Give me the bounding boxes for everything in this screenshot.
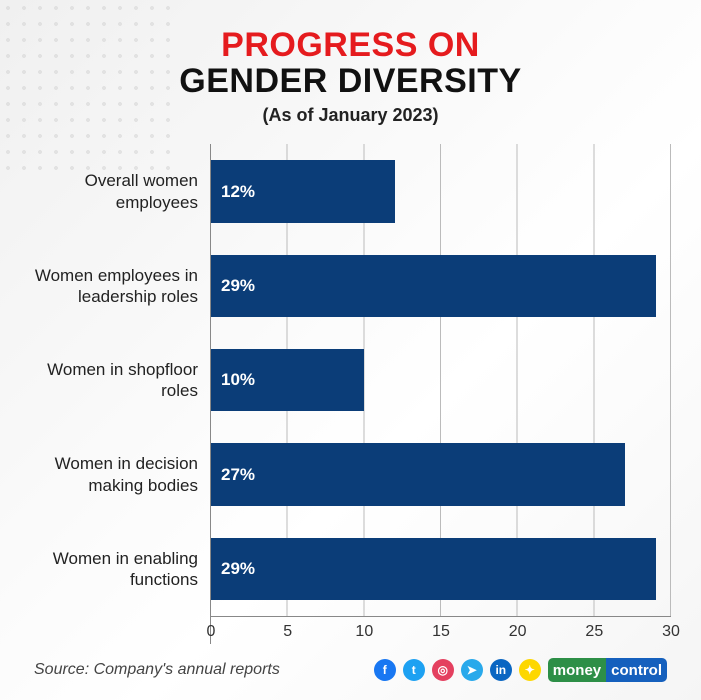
source-text: Source: Company's annual reports — [34, 661, 280, 679]
y-label: Women in decision making bodies — [30, 453, 210, 496]
x-tick: 10 — [355, 623, 373, 641]
bar-row: Overall women employees 12% — [30, 144, 671, 238]
y-label: Women employees in leadership roles — [30, 265, 210, 308]
title-line2: GENDER DIVERSITY — [30, 64, 671, 100]
plot-cell: 10% — [210, 333, 671, 427]
x-tick: 20 — [509, 623, 527, 641]
bar: 27% — [211, 443, 625, 505]
chart-container: PROGRESS ON GENDER DIVERSITY (As of Janu… — [0, 0, 701, 700]
logo-control: control — [606, 658, 667, 682]
title-block: PROGRESS ON GENDER DIVERSITY (As of Janu… — [30, 28, 671, 126]
x-tick: 30 — [662, 623, 680, 641]
instagram-icon: ◎ — [432, 659, 454, 681]
facebook-icon: f — [374, 659, 396, 681]
bar-value-label: 27% — [221, 465, 255, 485]
linkedin-icon: in — [490, 659, 512, 681]
y-label: Women in enabling functions — [30, 548, 210, 591]
subtitle: (As of January 2023) — [30, 105, 671, 126]
chart-area: Overall women employees 12% Women employee… — [30, 144, 671, 644]
footer: Source: Company's annual reports ft ◎ ➤ in ✦… — [30, 658, 671, 682]
plot-cell: 12% — [210, 144, 671, 238]
bar: 29% — [211, 538, 656, 600]
bar-value-label: 12% — [221, 182, 255, 202]
x-tick: 0 — [207, 623, 216, 641]
title-line1: PROGRESS ON — [30, 28, 671, 64]
telegram-icon: ➤ — [461, 659, 483, 681]
brand-row: ft ◎ ➤ in ✦ moneycontrol — [374, 658, 667, 682]
bar: 12% — [211, 160, 395, 222]
plot-cell: 29% — [210, 239, 671, 333]
x-tick: 15 — [432, 623, 450, 641]
bar: 10% — [211, 349, 364, 411]
y-label: Women in shopfloor roles — [30, 359, 210, 402]
twitter-icon: t — [403, 659, 425, 681]
plot-cell: 29% — [210, 522, 671, 616]
x-axis-ticks: 051015202530 — [210, 616, 671, 644]
snapchat-icon: ✦ — [519, 659, 541, 681]
moneycontrol-logo: moneycontrol — [548, 658, 667, 682]
x-tick: 5 — [283, 623, 292, 641]
plot-cell: 27% — [210, 427, 671, 521]
x-axis: 051015202530 — [30, 616, 671, 644]
bar-row: Women employees in leadership roles 29% — [30, 239, 671, 333]
bar: 29% — [211, 255, 656, 317]
bar-value-label: 29% — [221, 559, 255, 579]
bar-row: Women in shopfloor roles 10% — [30, 333, 671, 427]
y-label: Overall women employees — [30, 170, 210, 213]
x-tick: 25 — [585, 623, 603, 641]
bar-row: Women in decision making bodies 27% — [30, 427, 671, 521]
bar-row: Women in enabling functions 29% — [30, 522, 671, 616]
bar-value-label: 10% — [221, 370, 255, 390]
bar-value-label: 29% — [221, 276, 255, 296]
logo-money: money — [548, 658, 606, 682]
bar-rows: Overall women employees 12% Women employee… — [30, 144, 671, 616]
